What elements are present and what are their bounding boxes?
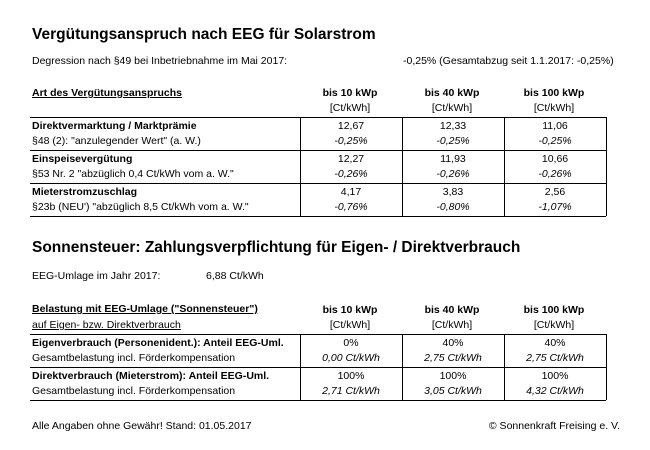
table2-value: 40% [442, 337, 464, 349]
table1-row-label: Mieterstromzuschlag [32, 186, 138, 198]
degression-value: -0,25% (Gesamtabzug seit 1.1.2017: -0,25… [403, 55, 614, 67]
table2-header-label: Belastung mit EEG-Umlage ("Sonnensteuer"… [32, 303, 258, 315]
table2-row-sub: Gesamtbelastung incl. Förderkompensation [32, 352, 236, 364]
table2-value: 100% [337, 370, 365, 382]
table1-value: 10,66 [541, 153, 569, 165]
table1-divider [30, 183, 606, 184]
table1-pct: -0,26% [334, 168, 368, 180]
table1-col-40kwp: bis 40 kWp [424, 87, 480, 99]
table1-pct: -0,26% [436, 168, 470, 180]
table2-total: 2,75 Ct/kWh [526, 352, 584, 364]
table1-vline [606, 117, 607, 216]
table1-pct: -0,25% [538, 135, 572, 147]
table1-col-100kwp: bis 100 kWp [523, 87, 585, 99]
table2-row-sub: Gesamtbelastung incl. Förderkompensation [32, 385, 236, 397]
table1-value: 2,56 [544, 186, 566, 198]
table2-total: 0,00 Ct/kWh [322, 352, 380, 364]
table2-row-label: Direktverbrauch (Mieterstrom): Anteil EE… [32, 370, 270, 382]
table1-divider [30, 117, 606, 118]
table2-header-sub: auf Eigen- bzw. Direktverbrauch [32, 319, 181, 331]
table2-total: 2,75 Ct/kWh [424, 352, 482, 364]
table2-col-10kwp: bis 10 kWp [322, 304, 378, 316]
table1-pct: -0,80% [436, 201, 470, 213]
table1-vline [504, 117, 505, 216]
table2-divider [30, 400, 606, 401]
table1-row-sub: §53 Nr. 2 "abzüglich 0,4 Ct/kWh vom a. W… [32, 168, 234, 180]
footer-disclaimer: Alle Angaben ohne Gewähr! Stand: 01.05.2… [32, 420, 252, 432]
table1-pct: -0,26% [538, 168, 572, 180]
table1-pct: -1,07% [538, 201, 572, 213]
title-sun-tax: Sonnensteuer: Zahlungsverpflichtung für … [32, 239, 521, 256]
table1-value: 11,06 [542, 120, 568, 132]
table1-divider [30, 150, 606, 151]
footer-copyright: © Sonnenkraft Freising e. V. [488, 420, 620, 432]
table2-value: 100% [439, 370, 467, 382]
title-solar-remuneration: Vergütungsanspruch nach EEG für Solarstr… [32, 26, 376, 43]
table1-value: 12,27 [337, 153, 365, 165]
table1-pct: -0,25% [436, 135, 470, 147]
table1-col-10kwp: bis 10 kWp [322, 87, 378, 99]
table2-total: 4,32 Ct/kWh [526, 385, 584, 397]
table1-vline [300, 117, 301, 216]
table2-total: 3,05 Ct/kWh [424, 385, 482, 397]
table1-row-sub: §23b (NEU') "abzüglich 8,5 Ct/kWh vom a.… [32, 201, 249, 213]
table2-divider [30, 334, 606, 335]
table1-value: 3,83 [442, 186, 464, 198]
table2-total: 2,71 Ct/kWh [322, 385, 380, 397]
table2-unit-10kwp: [Ct/kWh] [329, 319, 371, 331]
eeg-levy-value: 6,88 Ct/kWh [206, 270, 264, 282]
table1-unit-100kwp: [Ct/kWh] [533, 102, 575, 114]
table2-row-label: Eigenverbrauch (Personenident.): Anteil … [32, 337, 284, 349]
table1-row-label: Direktvermarktung / Marktprämie [32, 120, 197, 132]
table2-col-100kwp: bis 100 kWp [523, 304, 585, 316]
table1-unit-10kwp: [Ct/kWh] [329, 102, 371, 114]
table1-unit-40kwp: [Ct/kWh] [431, 102, 473, 114]
eeg-levy-label: EEG-Umlage im Jahr 2017: [32, 270, 161, 282]
table2-vline [402, 334, 403, 400]
table2-col-40kwp: bis 40 kWp [424, 304, 480, 316]
table1-row-sub: §48 (2): "anzulegender Wert" (a. W.) [32, 135, 201, 147]
table1-pct: -0,25% [334, 135, 368, 147]
table2-value: 100% [541, 370, 569, 382]
table2-value: 0% [343, 337, 359, 349]
table2-unit-100kwp: [Ct/kWh] [533, 319, 575, 331]
table1-row-label: Einspeisevergütung [32, 153, 133, 165]
table1-value: 12,33 [439, 120, 467, 132]
table1-header-label: Art des Vergütungsanspruchs [32, 87, 182, 99]
table1-value: 4,17 [340, 186, 362, 198]
table2-value: 40% [544, 337, 566, 349]
table2-divider [30, 367, 606, 368]
table2-vline [300, 334, 301, 400]
table1-value: 11,93 [440, 153, 466, 165]
table2-vline [504, 334, 505, 400]
degression-label: Degression nach §49 bei Inbetriebnahme i… [32, 55, 288, 67]
table1-vline [402, 117, 403, 216]
table2-unit-40kwp: [Ct/kWh] [431, 319, 473, 331]
table1-value: 12,67 [337, 120, 365, 132]
table2-vline [606, 334, 607, 400]
table1-divider [30, 216, 606, 217]
table1-pct: -0,76% [334, 201, 368, 213]
